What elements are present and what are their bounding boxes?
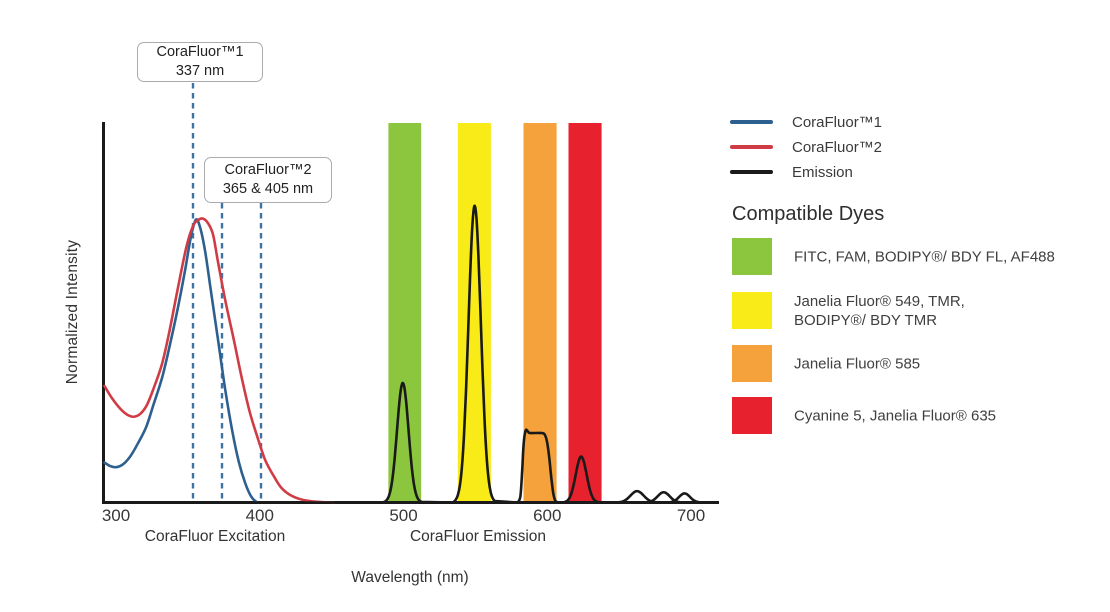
- dye-label: Cyanine 5, Janelia Fluor® 635: [794, 406, 996, 425]
- dye-label-line: Janelia Fluor® 585: [794, 355, 921, 372]
- legend-item-emission: Emission: [730, 162, 1030, 182]
- dye-item-yellow: Janelia Fluor® 549, TMR, BODIPY®/ BDY TMR: [732, 292, 1062, 329]
- callout-corafluor2: CoraFluor™2 365 & 405 nm: [204, 157, 332, 203]
- dye-label: FITC, FAM, BODIPY®/ BDY FL, AF488: [794, 247, 1055, 266]
- dye-label-line: BODIPY®/ BDY TMR: [794, 311, 938, 329]
- filter-band-orange: [523, 123, 557, 503]
- legend-item-corafluor2: CoraFluor™2: [730, 137, 1030, 157]
- legend-line-swatch: [730, 120, 773, 124]
- legend-label: Emission: [792, 163, 853, 181]
- dye-color-swatch: [732, 345, 772, 382]
- dye-color-swatch: [732, 397, 772, 434]
- corafluor2-excitation-curve: [103, 217, 336, 504]
- x-tick-label: 400: [245, 506, 274, 525]
- legend-line-swatch: [730, 170, 773, 174]
- emission-curve: [103, 204, 720, 504]
- y-axis-label: Normalized Intensity: [64, 239, 81, 385]
- callout-corafluor1: CoraFluor™1 337 nm: [137, 42, 263, 82]
- callout-wavelength: 365 & 405 nm: [222, 181, 314, 197]
- dye-item-orange: Janelia Fluor® 585: [732, 345, 1062, 382]
- x-section-label-emission: CoraFluor Emission: [409, 528, 547, 545]
- compatible-dyes-heading: Compatible Dyes: [732, 203, 885, 225]
- x-tick-label: 700: [676, 506, 706, 525]
- callout-wavelength: 337 nm: [175, 63, 225, 79]
- legend-label: CoraFluor™2: [792, 138, 883, 156]
- dye-item-red: Cyanine 5, Janelia Fluor® 635: [732, 397, 1062, 434]
- x-tick-label: 600: [533, 506, 562, 525]
- legend-item-corafluor1: CoraFluor™1: [730, 112, 1030, 132]
- dye-color-swatch: [732, 292, 772, 329]
- dye-label-line: Janelia Fluor® 549, TMR,: [794, 292, 965, 310]
- dye-color-swatch: [732, 238, 772, 275]
- x-section-label-excitation: CoraFluor Excitation: [144, 528, 286, 545]
- dye-label-line: Cyanine 5, Janelia Fluor® 635: [794, 407, 997, 424]
- filter-band-red: [568, 123, 602, 503]
- x-tick-label: 500: [389, 506, 418, 525]
- legend-label: CoraFluor™1: [792, 113, 883, 131]
- dye-item-green: FITC, FAM, BODIPY®/ BDY FL, AF488: [732, 238, 1062, 275]
- callout-title: CoraFluor™2: [224, 162, 312, 179]
- dye-label-line: FITC, FAM, BODIPY®/ BDY FL, AF488: [794, 248, 1055, 265]
- callout-title: CoraFluor™1: [156, 44, 244, 61]
- dye-label: Janelia Fluor® 549, TMR, BODIPY®/ BDY TMR: [794, 292, 965, 330]
- dye-label: Janelia Fluor® 585: [794, 354, 920, 373]
- filter-band-green: [388, 123, 422, 503]
- x-axis-label: Wavelength (nm): [351, 569, 469, 586]
- corafluor1-excitation-curve: [103, 218, 260, 504]
- legend-line-swatch: [730, 145, 773, 149]
- x-tick-label: 300: [101, 506, 131, 525]
